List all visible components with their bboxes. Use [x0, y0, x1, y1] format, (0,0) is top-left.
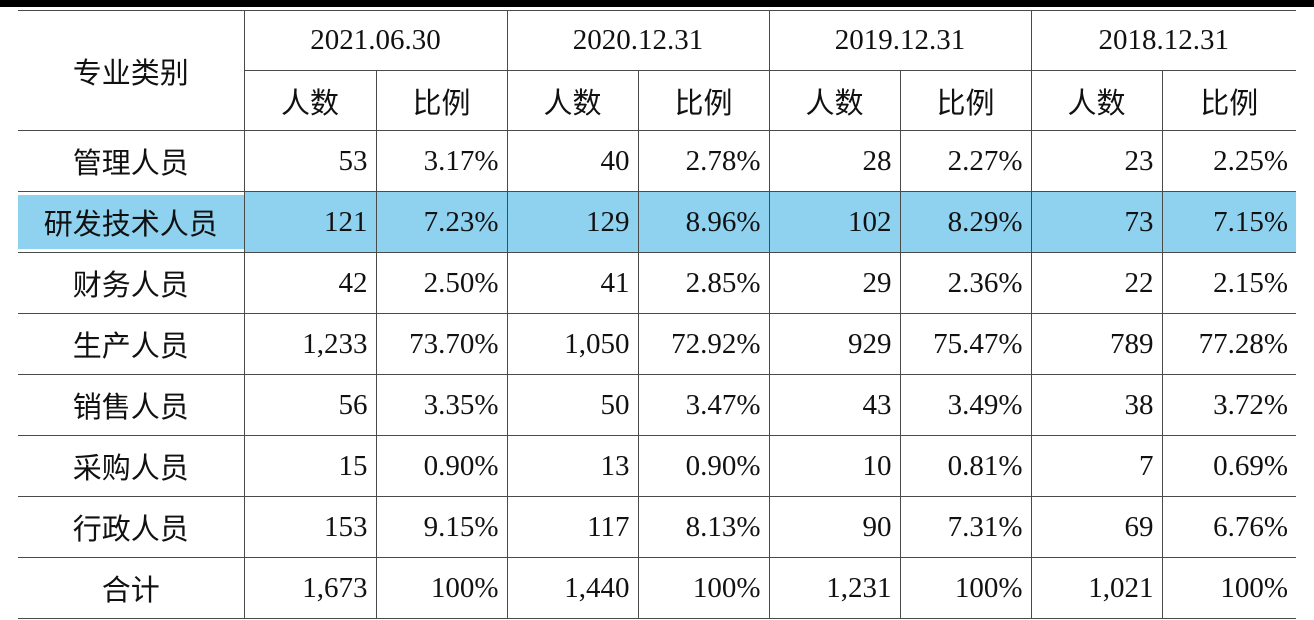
header-period-2019-12-31: 2019.12.31: [768, 10, 1032, 71]
row-category: 行政人员: [18, 496, 245, 558]
cell-count: 41: [506, 252, 639, 314]
cell-count: 50: [506, 374, 639, 436]
cell-ratio: 100%: [899, 557, 1032, 619]
cell-count: 90: [768, 496, 901, 558]
cell-count: 1,231: [768, 557, 901, 619]
cell-count: 53: [243, 130, 377, 192]
header-count: 人数: [1030, 70, 1163, 131]
cell-ratio: 77.28%: [1161, 313, 1296, 375]
cell-count: 1,050: [506, 313, 639, 375]
header-period-2021-06-30: 2021.06.30: [243, 10, 508, 71]
table-row: 采购人员 15 0.90% 13 0.90% 10 0.81% 7 0.69%: [18, 435, 1296, 497]
cell-count: 129: [506, 191, 639, 253]
cell-count: 13: [506, 435, 639, 497]
header-ratio: 比例: [899, 70, 1032, 131]
cell-count: 69: [1030, 496, 1163, 558]
table-row-total: 合计 1,673 100% 1,440 100% 1,231 100% 1,02…: [18, 557, 1296, 619]
staff-composition-table: 专业类别 2021.06.30 2020.12.31 2019.12.31 20…: [18, 10, 1296, 619]
cell-ratio: 72.92%: [637, 313, 770, 375]
table-row: 生产人员 1,233 73.70% 1,050 72.92% 929 75.47…: [18, 313, 1296, 375]
cell-ratio: 100%: [375, 557, 508, 619]
header-count: 人数: [768, 70, 901, 131]
cell-ratio: 2.85%: [637, 252, 770, 314]
cell-ratio: 73.70%: [375, 313, 508, 375]
header-count: 人数: [506, 70, 639, 131]
row-category: 销售人员: [18, 374, 245, 436]
header-count: 人数: [243, 70, 377, 131]
cell-count: 117: [506, 496, 639, 558]
header-ratio: 比例: [637, 70, 770, 131]
cell-ratio: 0.90%: [637, 435, 770, 497]
header-period-2020-12-31: 2020.12.31: [506, 10, 770, 71]
cell-count: 15: [243, 435, 377, 497]
row-category: 生产人员: [18, 313, 245, 375]
cell-ratio: 0.69%: [1161, 435, 1296, 497]
cell-count: 1,233: [243, 313, 377, 375]
cell-ratio: 8.13%: [637, 496, 770, 558]
cell-ratio: 2.78%: [637, 130, 770, 192]
table-row: 行政人员 153 9.15% 117 8.13% 90 7.31% 69 6.7…: [18, 496, 1296, 558]
cell-ratio: 3.72%: [1161, 374, 1296, 436]
cell-count: 1,673: [243, 557, 377, 619]
cell-ratio: 3.49%: [899, 374, 1032, 436]
cell-ratio: 2.25%: [1161, 130, 1296, 192]
cell-ratio: 7.31%: [899, 496, 1032, 558]
cell-ratio: 0.81%: [899, 435, 1032, 497]
cell-count: 29: [768, 252, 901, 314]
cell-ratio: 3.17%: [375, 130, 508, 192]
cell-ratio: 3.35%: [375, 374, 508, 436]
cell-count: 42: [243, 252, 377, 314]
header-ratio: 比例: [375, 70, 508, 131]
cell-count: 1,440: [506, 557, 639, 619]
cell-count: 28: [768, 130, 901, 192]
row-category-label: 研发技术人员: [18, 195, 243, 249]
top-border-bar: [0, 0, 1314, 7]
header-period-2018-12-31: 2018.12.31: [1030, 10, 1296, 71]
row-category: 采购人员: [18, 435, 245, 497]
cell-count: 102: [768, 191, 901, 253]
cell-ratio: 3.47%: [637, 374, 770, 436]
table-row: 财务人员 42 2.50% 41 2.85% 29 2.36% 22 2.15%: [18, 252, 1296, 314]
row-category: 研发技术人员: [18, 191, 245, 253]
cell-count: 789: [1030, 313, 1163, 375]
cell-count: 38: [1030, 374, 1163, 436]
cell-ratio: 2.27%: [899, 130, 1032, 192]
cell-ratio: 2.15%: [1161, 252, 1296, 314]
cell-ratio: 100%: [1161, 557, 1296, 619]
table-row: 管理人员 53 3.17% 40 2.78% 28 2.27% 23 2.25%: [18, 130, 1296, 192]
cell-count: 73: [1030, 191, 1163, 253]
cell-count: 23: [1030, 130, 1163, 192]
header-ratio: 比例: [1161, 70, 1296, 131]
header-row-periods: 专业类别 2021.06.30 2020.12.31 2019.12.31 20…: [18, 10, 1296, 131]
cell-count: 7: [1030, 435, 1163, 497]
cell-ratio: 7.23%: [375, 191, 508, 253]
cell-ratio: 8.96%: [637, 191, 770, 253]
cell-ratio: 100%: [637, 557, 770, 619]
cell-ratio: 8.29%: [899, 191, 1032, 253]
cell-ratio: 9.15%: [375, 496, 508, 558]
header-category: 专业类别: [18, 10, 245, 131]
cell-count: 56: [243, 374, 377, 436]
cell-count: 22: [1030, 252, 1163, 314]
cell-ratio: 0.90%: [375, 435, 508, 497]
cell-count: 10: [768, 435, 901, 497]
cell-count: 1,021: [1030, 557, 1163, 619]
cell-ratio: 2.50%: [375, 252, 508, 314]
row-category: 财务人员: [18, 252, 245, 314]
cell-count: 40: [506, 130, 639, 192]
header-category-label: 专业类别: [72, 55, 189, 90]
cell-count: 121: [243, 191, 377, 253]
cell-ratio: 6.76%: [1161, 496, 1296, 558]
cell-ratio: 7.15%: [1161, 191, 1296, 253]
row-category: 管理人员: [18, 130, 245, 192]
cell-count: 43: [768, 374, 901, 436]
table-row-highlighted: 研发技术人员 121 7.23% 129 8.96% 102 8.29% 73 …: [18, 191, 1296, 253]
table-row: 销售人员 56 3.35% 50 3.47% 43 3.49% 38 3.72%: [18, 374, 1296, 436]
cell-ratio: 2.36%: [899, 252, 1032, 314]
cell-count: 929: [768, 313, 901, 375]
cell-count: 153: [243, 496, 377, 558]
row-category-total: 合计: [18, 557, 245, 619]
cell-ratio: 75.47%: [899, 313, 1032, 375]
